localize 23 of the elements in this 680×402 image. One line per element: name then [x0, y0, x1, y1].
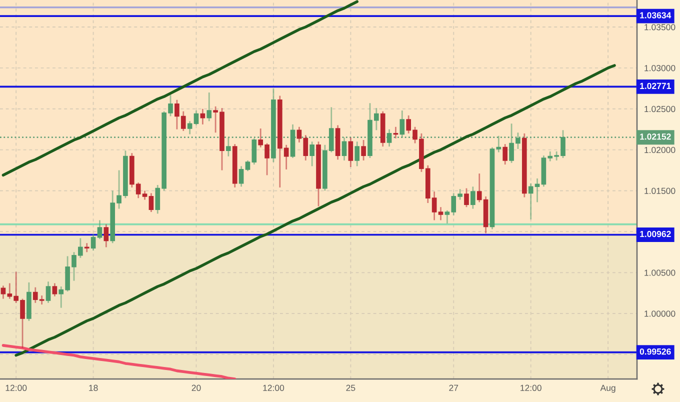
y-tick-label: 1.03500 [644, 24, 676, 30]
y-tick-label: 1.03000 [644, 65, 676, 72]
line-series [14, 64, 616, 357]
x-tick-label: 12:00 [520, 384, 542, 391]
y-tick-label: 1.02500 [644, 106, 676, 112]
line-series [2, 344, 236, 379]
line-series [2, 0, 358, 177]
y-tick-label: 1.00500 [644, 270, 676, 276]
y-tick-label: 1.00000 [644, 310, 676, 317]
x-tick-label: 20 [192, 384, 201, 391]
x-tick-label: 12:00 [263, 384, 284, 391]
ref-line-label: 0.99526 [640, 348, 671, 355]
y-tick-label: 1.02000 [644, 146, 676, 154]
ref-line-label: 1.02152 [640, 134, 671, 140]
x-tick-label: 18 [89, 384, 98, 391]
ref-line-label: 1.02771 [640, 82, 671, 90]
x-tick-label: 25 [346, 384, 356, 391]
y-tick-label: 1.01500 [644, 188, 676, 194]
x-tick-label: 27 [449, 384, 458, 391]
x-tick-label: Aug [600, 384, 616, 393]
ref-line-label: 1.00962 [640, 230, 671, 238]
x-tick-label: 12:00 [6, 384, 27, 391]
ref-line-label: 1.03634 [640, 12, 672, 18]
